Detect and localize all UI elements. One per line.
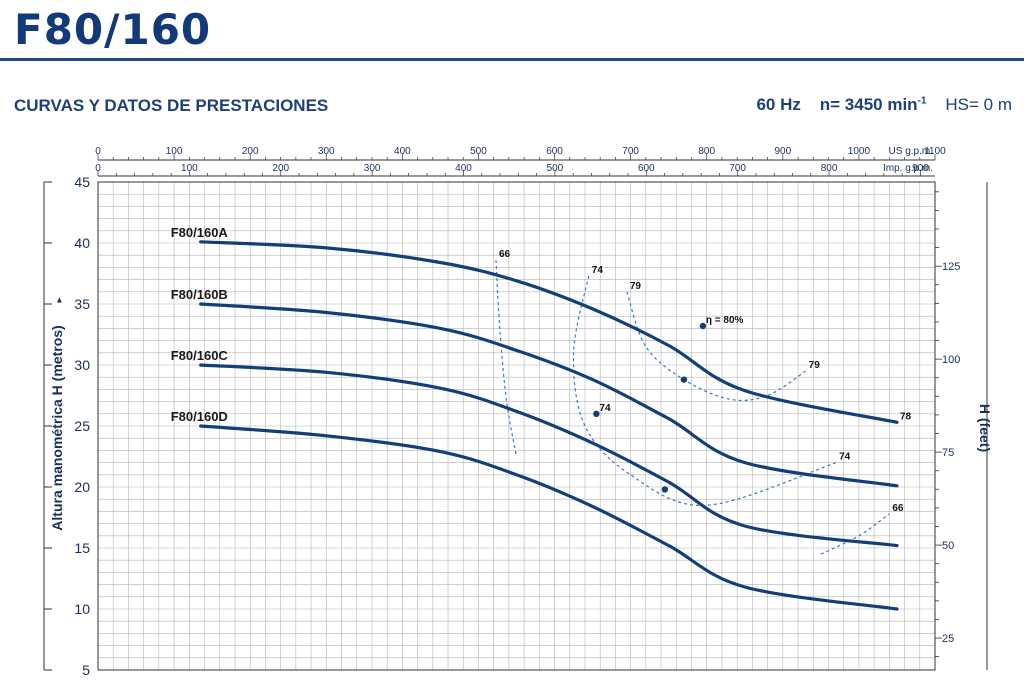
efficiency-curve <box>626 291 806 402</box>
efficiency-label: 74 <box>592 265 604 276</box>
us-gpm-unit-label: US g.p.m. <box>889 146 933 157</box>
title-rule <box>0 58 1024 61</box>
right-axis-label: H (feet) <box>977 404 993 452</box>
y-tick-label: 15 <box>74 540 90 556</box>
y-tick-label: 25 <box>74 418 90 434</box>
imp-gpm-unit-label: Imp. g.p.m. <box>883 163 933 174</box>
right-tick-label: 50 <box>942 540 954 552</box>
pump-curve <box>199 302 899 488</box>
us-gpm-tick-label: 200 <box>242 146 259 157</box>
efficiency-curve <box>820 513 890 555</box>
y-tick-label: 35 <box>74 296 90 312</box>
imp-gpm-tick-label: 800 <box>821 163 838 174</box>
series-label: F80/160D <box>171 409 228 424</box>
y-tick-label: 5 <box>82 662 90 678</box>
imp-gpm-tick-label: 200 <box>272 163 289 174</box>
us-gpm-tick-label: 0 <box>95 146 101 157</box>
efficiency-label: 74 <box>599 403 611 414</box>
right-tick-label: 75 <box>942 447 954 459</box>
us-gpm-tick-label: 100 <box>166 146 183 157</box>
us-gpm-tick-label: 1100 <box>924 146 946 157</box>
efficiency-label: 79 <box>630 281 642 292</box>
us-gpm-tick-label: 400 <box>394 146 411 157</box>
speed-text: n= 3450 min <box>819 95 918 114</box>
right-tick-label: 100 <box>942 354 960 366</box>
frequency-label: 60 Hz <box>756 95 801 114</box>
efficiency-label: 79 <box>809 360 821 371</box>
efficiency-label: 66 <box>892 503 904 514</box>
us-gpm-tick-label: 700 <box>622 146 639 157</box>
speed-exponent: -1 <box>917 95 927 107</box>
pump-curve <box>199 424 899 611</box>
us-gpm-tick-label: 800 <box>698 146 715 157</box>
us-gpm-tick-label: 300 <box>318 146 335 157</box>
curve-marker <box>593 410 600 417</box>
y-axis-label: Altura manométrica H (metros) <box>49 325 65 530</box>
us-gpm-tick-label: 600 <box>546 146 563 157</box>
speed-label: n= 3450 min-1 <box>820 95 927 114</box>
curve-marker <box>661 486 669 493</box>
efficiency-label: 78 <box>900 411 912 422</box>
imp-gpm-tick-label: 600 <box>638 163 655 174</box>
us-gpm-tick-label: 500 <box>470 146 487 157</box>
efficiency-label: η = 80% <box>706 315 744 326</box>
imp-gpm-tick-label: 300 <box>364 163 381 174</box>
pump-curve <box>199 240 899 424</box>
operating-conditions: 60 Hz n= 3450 min-1 HS= 0 m <box>756 95 1012 115</box>
series-label: F80/160B <box>171 287 228 302</box>
y-tick-label: 10 <box>74 601 90 617</box>
imp-gpm-tick-label: 500 <box>547 163 564 174</box>
imp-gpm-tick-label: 700 <box>729 163 746 174</box>
series-label: F80/160A <box>171 225 229 240</box>
section-heading: CURVAS Y DATOS DE PRESTACIONES <box>14 96 329 115</box>
series-label: F80/160C <box>171 348 229 363</box>
us-gpm-tick-label: 1000 <box>848 146 871 157</box>
y-tick-label: 30 <box>74 357 90 373</box>
y-tick-label: 45 <box>74 174 90 190</box>
imp-gpm-tick-label: 0 <box>95 163 101 174</box>
y-tick-label: 20 <box>74 479 90 495</box>
efficiency-label: 66 <box>499 249 511 260</box>
us-gpm-tick-label: 900 <box>774 146 791 157</box>
hs-label: HS= 0 m <box>945 95 1012 114</box>
imp-gpm-tick-label: 900 <box>912 163 929 174</box>
y-axis-arrow: ▸ <box>54 297 65 302</box>
efficiency-label: 74 <box>839 452 851 463</box>
curve-marker <box>699 322 707 330</box>
page-title: F80/160 <box>14 5 212 54</box>
right-tick-label: 25 <box>942 633 954 645</box>
curve-marker <box>680 376 688 383</box>
imp-gpm-tick-label: 100 <box>181 163 198 174</box>
y-tick-label: 40 <box>74 235 90 251</box>
right-tick-label: 125 <box>942 261 960 273</box>
imp-gpm-tick-label: 400 <box>455 163 472 174</box>
pump-curve <box>199 363 899 548</box>
